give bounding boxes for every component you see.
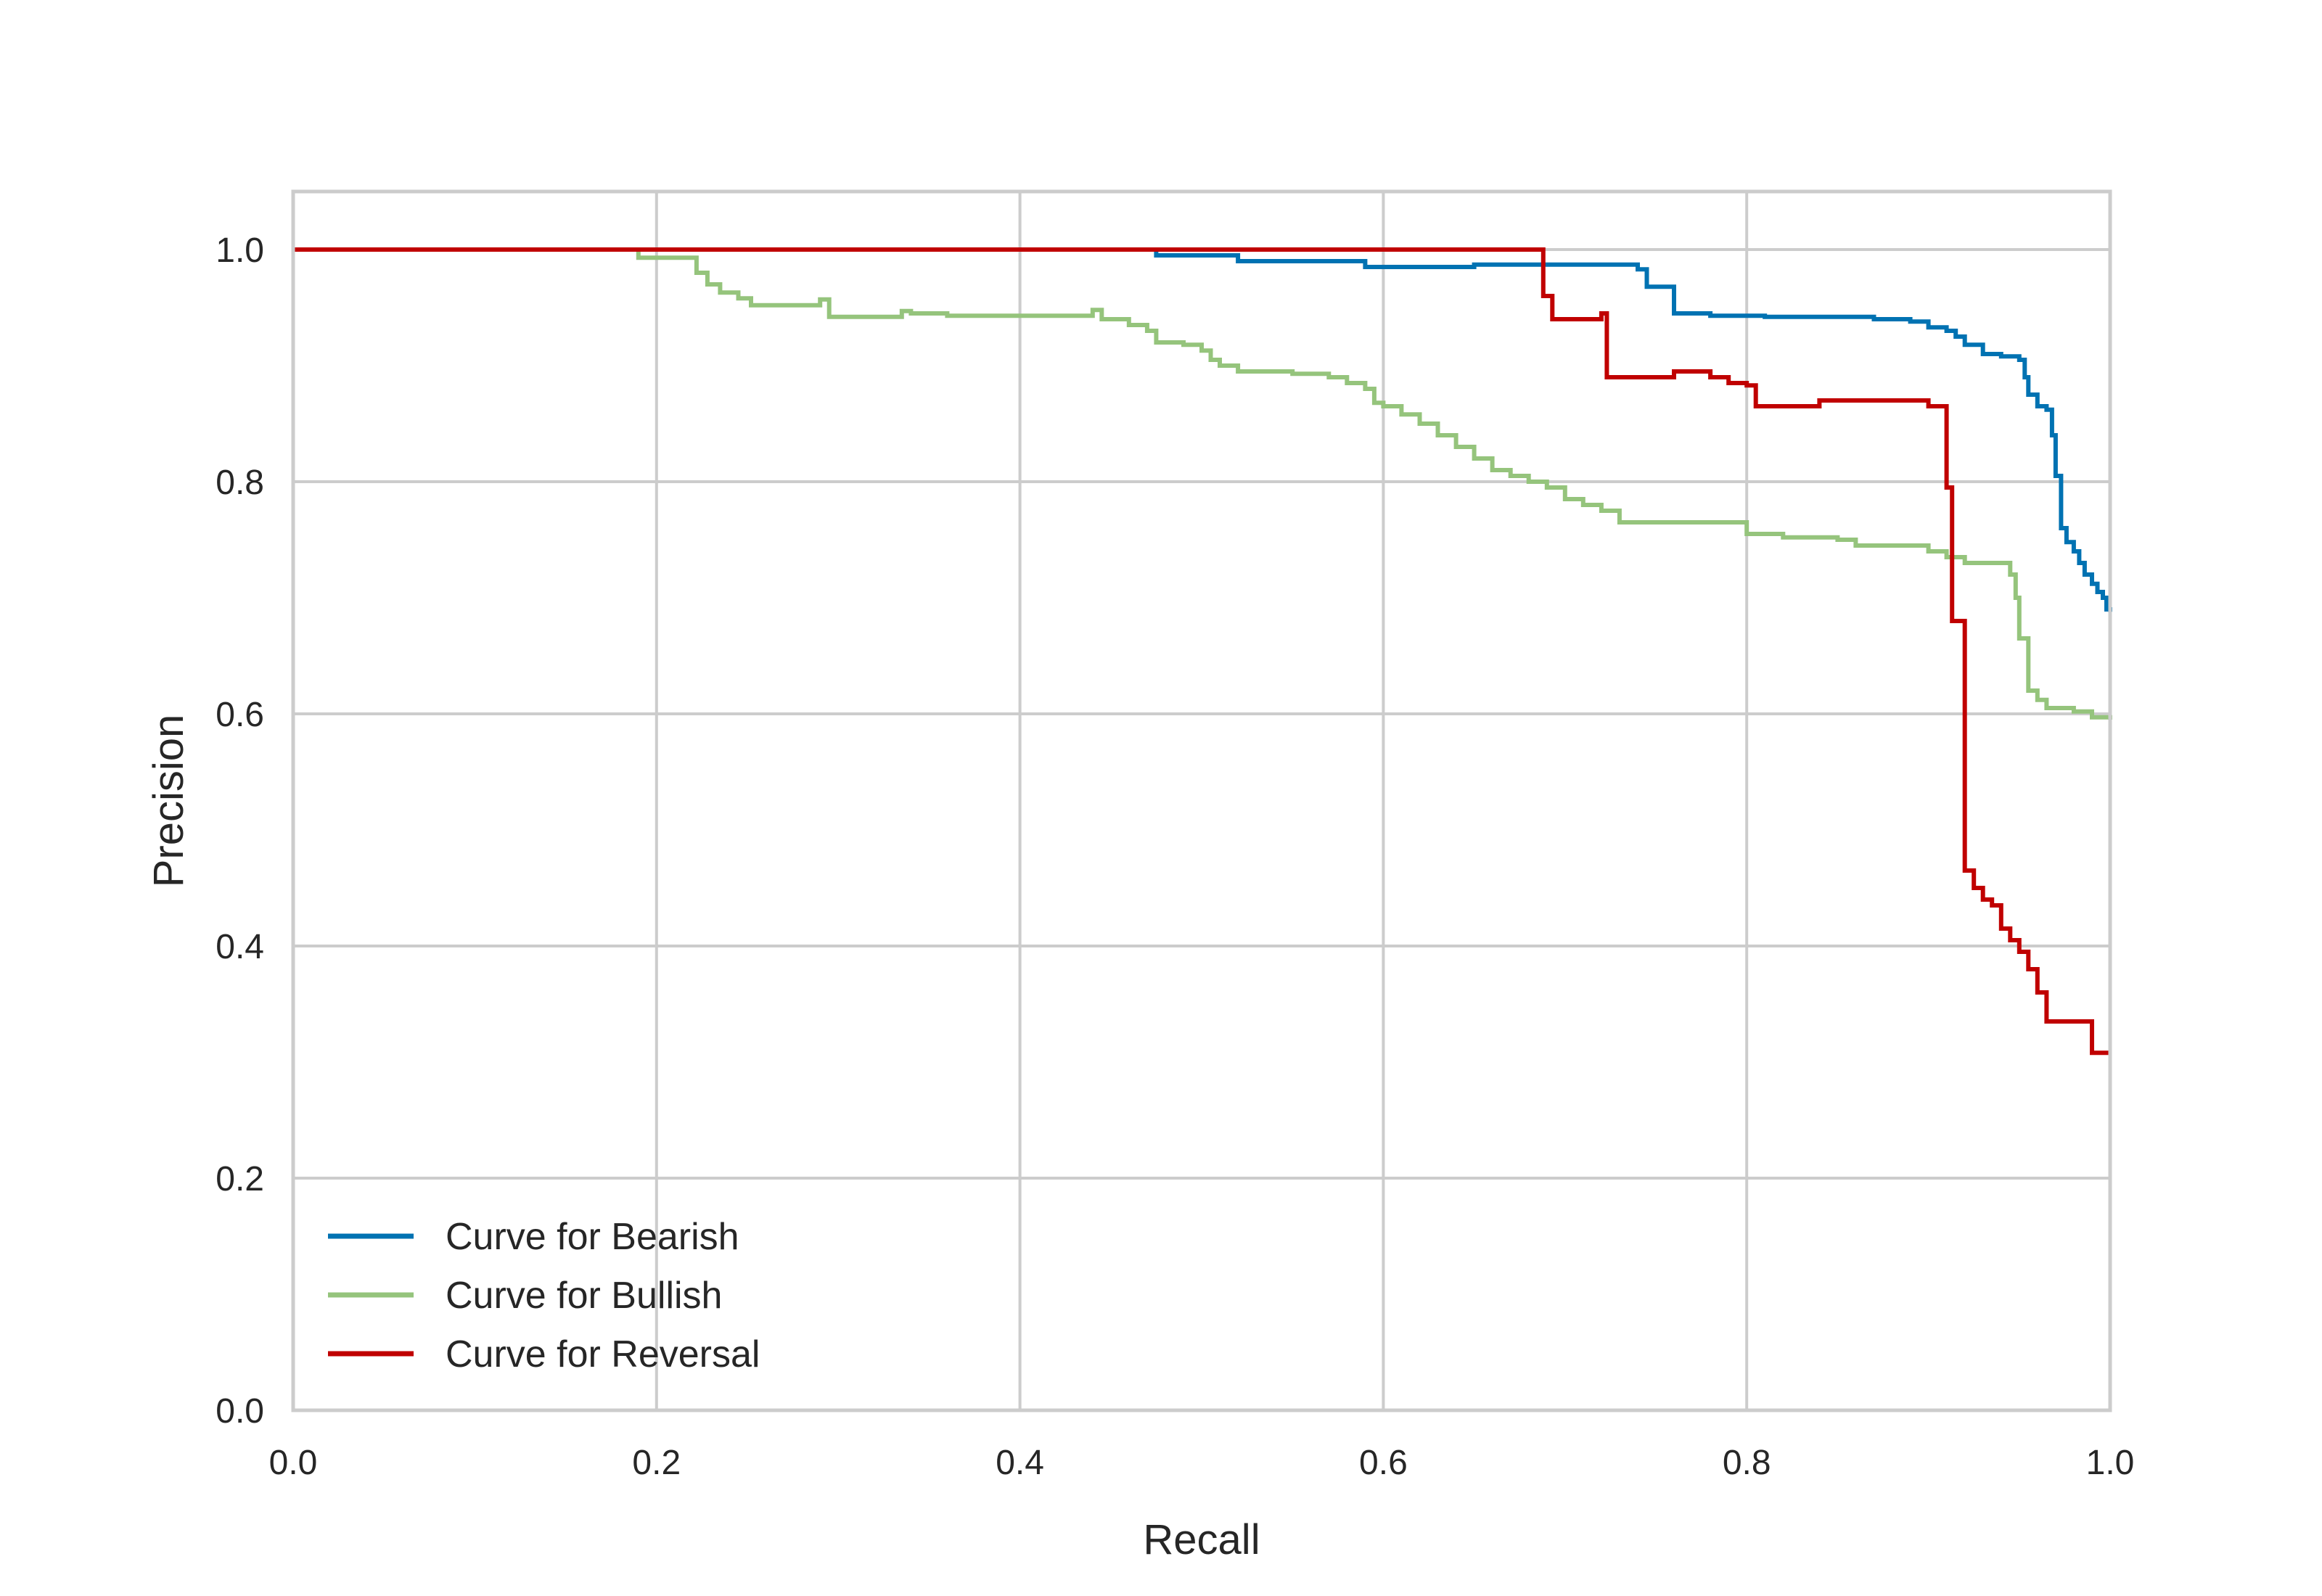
- x-tick-label: 1.0: [2086, 1444, 2135, 1482]
- y-tick-label: 0.6: [216, 696, 264, 734]
- series-line-bearish: [293, 247, 2112, 612]
- legend-label: Curve for Bearish: [446, 1216, 739, 1258]
- tick-labels: 0.0 0.2 0.4 0.6 0.8 1.0 0.0 0.2 0.4 0.6 0.8 1.0: [216, 231, 2134, 1482]
- y-tick-label: 0.8: [216, 464, 264, 502]
- legend: Curve for Bearish Curve for Bullish Curve …: [328, 1216, 760, 1375]
- x-tick-label: 0.0: [269, 1444, 318, 1482]
- series-line-reversal: [293, 247, 2110, 1056]
- y-tick-label: 0.2: [216, 1160, 264, 1198]
- y-tick-label: 1.0: [216, 231, 264, 270]
- y-axis-label: Precision: [145, 715, 192, 888]
- legend-label: Curve for Reversal: [446, 1333, 760, 1375]
- y-tick-label: 0.0: [216, 1392, 264, 1431]
- x-tick-label: 0.2: [632, 1444, 681, 1482]
- series-lines: [293, 247, 2112, 1056]
- x-tick-label: 0.6: [1359, 1444, 1408, 1482]
- y-tick-label: 0.4: [216, 928, 264, 966]
- x-tick-label: 0.4: [996, 1444, 1044, 1482]
- series-line-bullish: [293, 247, 2112, 720]
- plot-frame: [291, 189, 2112, 1412]
- legend-label: Curve for Bullish: [446, 1275, 722, 1317]
- x-tick-label: 0.8: [1723, 1444, 1771, 1482]
- x-axis-label: Recall: [1143, 1516, 1260, 1563]
